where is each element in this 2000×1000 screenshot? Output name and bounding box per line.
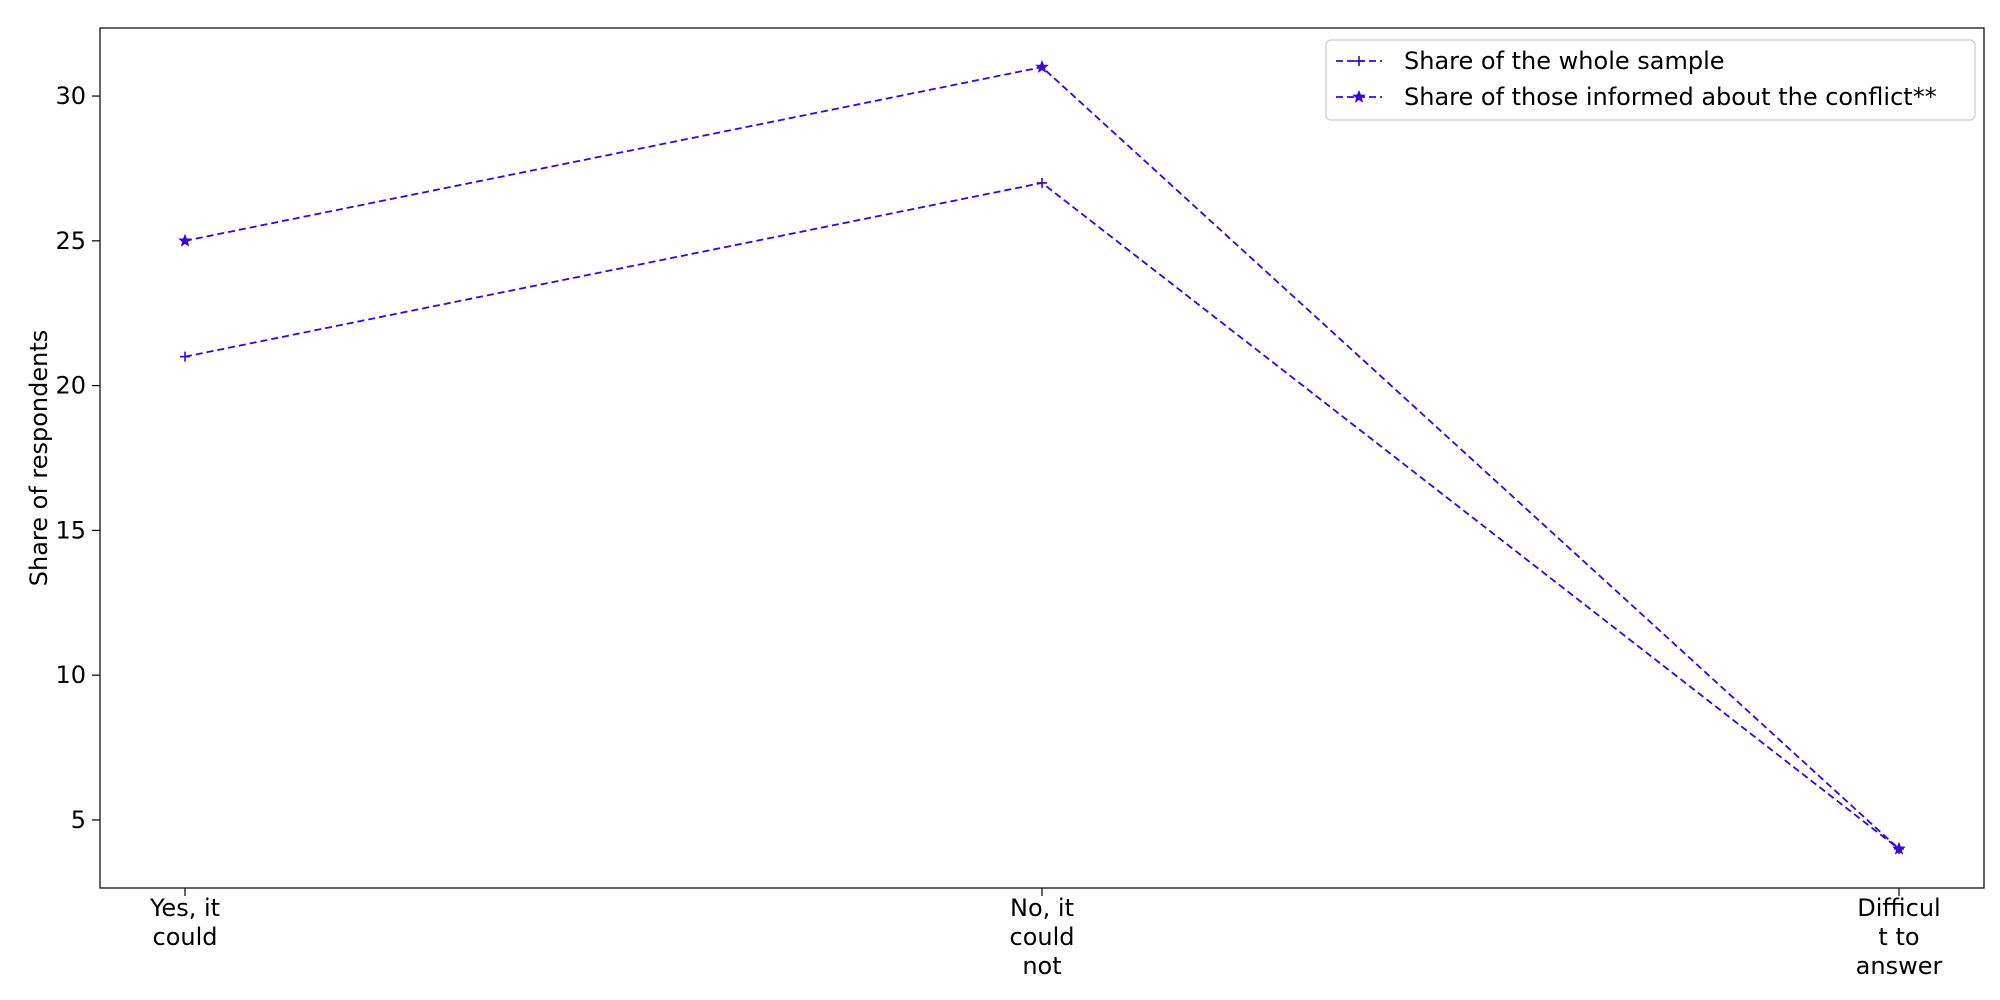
legend-label: Share of the whole sample	[1404, 47, 1725, 75]
data-point-series-1	[1037, 177, 1047, 188]
x-tick-label-line: Difficul	[1857, 894, 1940, 922]
data-point-series-1	[180, 351, 190, 362]
x-tick-label-line: No, it	[1010, 894, 1074, 922]
y-tick-label: 25	[55, 227, 86, 255]
data-point-series-2	[1892, 841, 1906, 855]
y-tick-label: 15	[55, 516, 86, 544]
legend-box	[1325, 39, 1976, 121]
series-line-1	[184, 181, 1900, 850]
legend-marker	[1354, 56, 1364, 66]
legend-label: Share of those informed about the confli…	[1404, 83, 1937, 111]
y-tick-label: 20	[55, 372, 86, 400]
plot-frame	[99, 27, 1985, 889]
data-point-series-2	[178, 233, 192, 247]
x-tick-label-line: could	[153, 923, 218, 951]
legend: Share of the whole sample Share of those …	[1325, 39, 1976, 121]
x-tick-label-line: not	[1022, 952, 1061, 980]
legend-entry: Share of those informed about the confli…	[1336, 83, 1937, 111]
legend-marker	[1352, 89, 1366, 103]
data-point-series-2	[1035, 59, 1049, 73]
x-tick-label-line: answer	[1856, 952, 1943, 980]
y-axis: 5 10 15 20 25 30	[55, 82, 100, 834]
y-axis-label: Share of respondents	[25, 330, 53, 587]
x-tick-label-line: could	[1010, 923, 1075, 951]
x-tick-label-line: Yes, it	[149, 894, 220, 922]
y-tick-label: 5	[71, 806, 86, 834]
x-tick-label-line: t to	[1878, 923, 1919, 951]
series-layer	[178, 59, 1906, 855]
y-tick-label: 10	[55, 661, 86, 689]
y-tick-label: 30	[55, 82, 86, 110]
legend-entry: Share of the whole sample	[1336, 47, 1725, 75]
